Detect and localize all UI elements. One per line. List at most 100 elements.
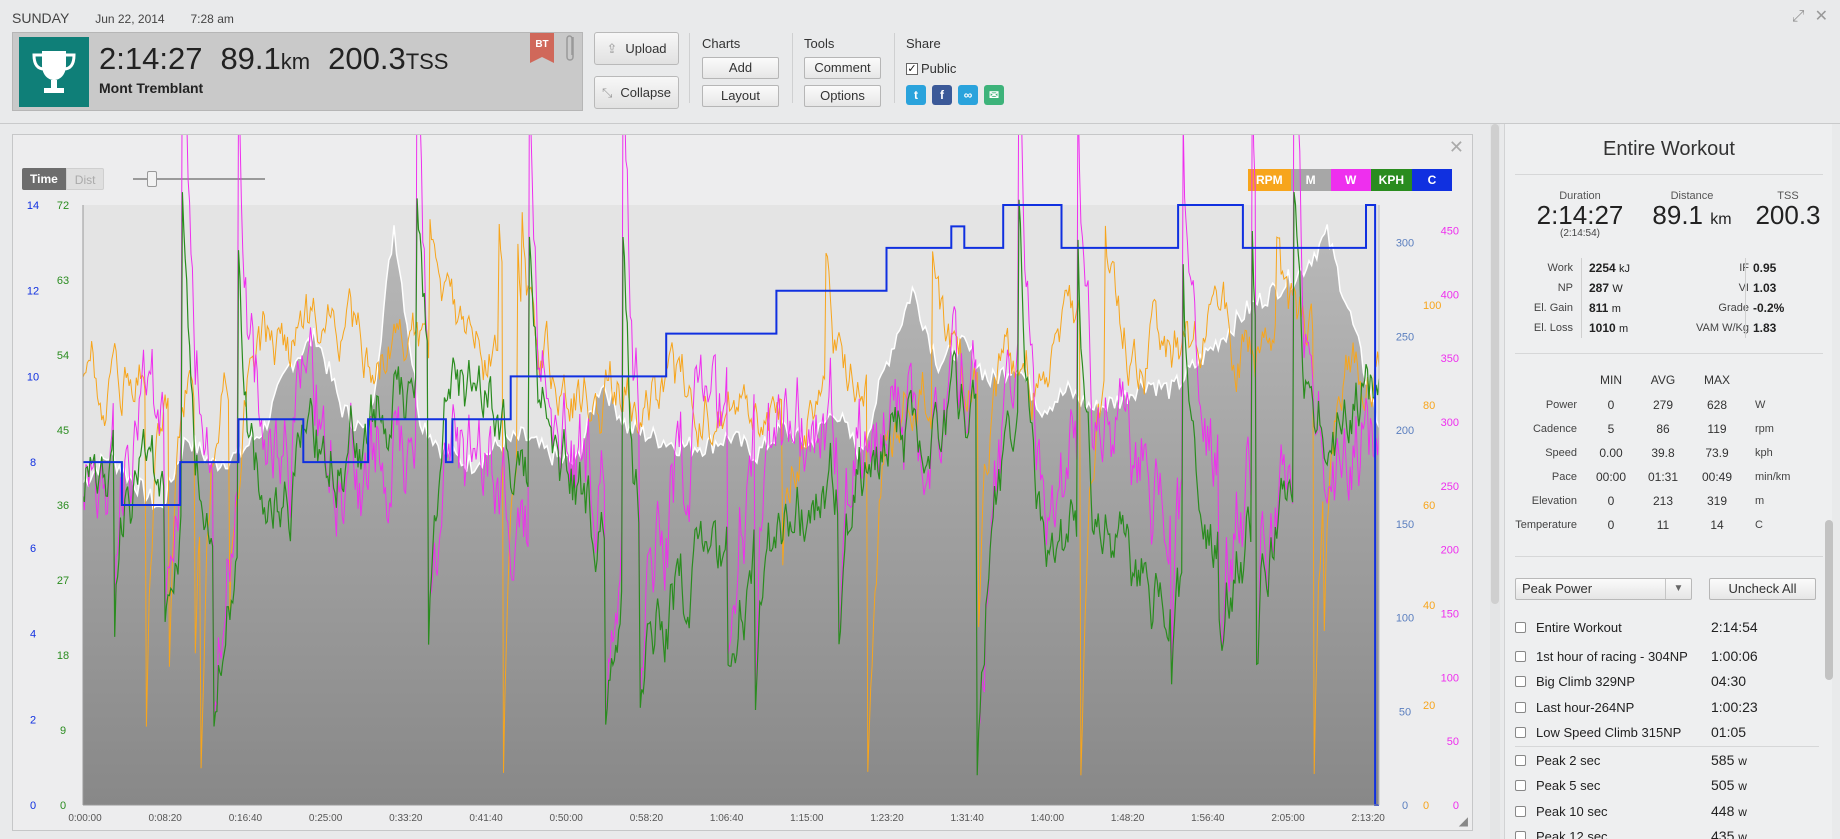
- add-chart-button[interactable]: Add: [702, 57, 779, 79]
- public-checkbox[interactable]: ✓ Public: [906, 61, 957, 76]
- peak-checkbox[interactable]: [1515, 702, 1526, 713]
- peak-value: 585 w: [1711, 752, 1747, 768]
- elevation_m-tick: 150: [1396, 519, 1414, 531]
- chart-scrollbar-thumb[interactable]: [1491, 124, 1499, 604]
- toggle-time[interactable]: Time: [22, 168, 66, 190]
- peak-label: Low Speed Climb 315NP: [1536, 725, 1682, 740]
- zoom-slider-handle[interactable]: [147, 171, 157, 187]
- metric-value: 0.95: [1745, 258, 1776, 278]
- cadence_rpm-tick: 40: [1423, 600, 1435, 612]
- metric-value: 1010 m: [1581, 318, 1628, 338]
- uncheck-all-button[interactable]: Uncheck All: [1709, 578, 1816, 600]
- peak-checkbox[interactable]: [1515, 727, 1526, 738]
- legend-w[interactable]: W: [1330, 169, 1371, 191]
- stats-scrollbar[interactable]: [1825, 520, 1833, 680]
- peak-row[interactable]: Entire Workout 2:14:54: [1515, 616, 1819, 640]
- x-tick: 1:31:40: [951, 813, 985, 824]
- workout-chart-panel: ✕ Time Dist RPM M W KPH C 14 12 10 8 6 4 2 0 72 63 54 4…: [12, 134, 1473, 831]
- x-tick: 0:33:20: [389, 813, 423, 824]
- peak-row[interactable]: Peak 12 sec 435 w: [1515, 825, 1819, 839]
- peak-checkbox[interactable]: [1515, 806, 1526, 817]
- options-button[interactable]: Options: [804, 85, 881, 107]
- cadence_rpm-tick: 0: [1423, 800, 1429, 812]
- peak-checkbox[interactable]: [1515, 831, 1526, 839]
- toggle-dist[interactable]: Dist: [65, 168, 105, 190]
- time-dist-toggle: Time Dist: [22, 168, 105, 190]
- divider: [1515, 556, 1823, 557]
- legend-rpm[interactable]: RPM: [1248, 169, 1291, 191]
- bt-badge[interactable]: BT: [530, 33, 554, 63]
- chart-scrollbar[interactable]: [1490, 124, 1500, 839]
- workout-chart[interactable]: 1412108642072635445362718903002502001501…: [13, 135, 1474, 832]
- x-tick: 0:16:40: [229, 813, 263, 824]
- temperature_c-tick: 14: [27, 200, 39, 212]
- table-unit: rpm: [1755, 423, 1774, 435]
- trophy-icon: [19, 37, 89, 107]
- power_w-tick: 50: [1447, 736, 1459, 748]
- expand-icon[interactable]: ⤢: [1791, 8, 1805, 25]
- x-tick: 2:05:00: [1271, 813, 1305, 824]
- table-cell: 00:00: [1595, 470, 1627, 484]
- zoom-slider-track[interactable]: [133, 178, 265, 180]
- link-icon[interactable]: ∞: [958, 85, 978, 105]
- legend-c[interactable]: C: [1412, 169, 1453, 191]
- workout-day: SUNDAY: [12, 10, 70, 26]
- table-cell: 0.00: [1599, 446, 1623, 460]
- summary-metrics: 2:14:27 89.1km 200.3TSS: [99, 41, 448, 77]
- table-cell: 0: [1607, 494, 1615, 508]
- x-tick: 1:15:00: [790, 813, 824, 824]
- stats-title: Entire Workout: [1603, 138, 1735, 160]
- collapse-icon: ⤡: [602, 84, 613, 100]
- elevation_m-tick: 50: [1399, 706, 1411, 718]
- power-line: [82, 135, 1380, 774]
- facebook-icon[interactable]: f: [932, 85, 952, 105]
- twitter-icon[interactable]: t: [906, 85, 926, 105]
- peak-row[interactable]: Big Climb 329NP 04:30: [1515, 670, 1819, 694]
- chart-close-icon[interactable]: ✕: [1448, 137, 1464, 157]
- peak-row[interactable]: Low Speed Climb 315NP 01:05: [1515, 721, 1819, 747]
- legend-kph[interactable]: KPH: [1370, 169, 1413, 191]
- power_w-tick: 350: [1441, 353, 1459, 365]
- workout-stats-panel: Entire Workout Duration 2:14:27 (2:14:54…: [1504, 124, 1832, 839]
- paperclip-icon[interactable]: [563, 33, 577, 63]
- divider: [689, 33, 690, 103]
- peak-row[interactable]: Peak 5 sec 505 w: [1515, 774, 1819, 798]
- metric-label: VI: [1738, 282, 1749, 294]
- peak-type-select[interactable]: Peak Power ▼: [1515, 578, 1692, 600]
- metric-value: -0.2%: [1745, 298, 1784, 318]
- layout-button[interactable]: Layout: [702, 85, 779, 107]
- collapse-button[interactable]: ⤡ Collapse: [594, 76, 679, 109]
- peak-checkbox[interactable]: [1515, 755, 1526, 766]
- peak-checkbox[interactable]: [1515, 676, 1526, 687]
- metric-value: 1.03: [1745, 278, 1776, 298]
- peak-checkbox[interactable]: [1515, 780, 1526, 791]
- close-icon[interactable]: ✕: [1814, 8, 1828, 25]
- table-header: MIN: [1600, 373, 1622, 387]
- chevron-down-icon: ▼: [1665, 579, 1691, 599]
- comment-button[interactable]: Comment: [804, 57, 881, 79]
- resize-grip-icon[interactable]: ◢: [1458, 814, 1468, 828]
- temperature_c-tick: 0: [30, 800, 36, 812]
- power_w-tick: 300: [1441, 417, 1459, 429]
- temperature-line: [83, 204, 1379, 806]
- divider: [792, 33, 793, 103]
- stat-tss: TSS 200.3: [1755, 190, 1821, 230]
- upload-button[interactable]: ⇪ Upload: [594, 32, 679, 65]
- power_w-tick: 200: [1441, 545, 1459, 557]
- peak-row[interactable]: 1st hour of racing - 304NP 1:00:06: [1515, 645, 1819, 669]
- divider: [1515, 174, 1823, 175]
- metric-value: 2254 kJ: [1581, 258, 1630, 278]
- speed_kph-tick: 54: [57, 350, 69, 362]
- x-tick: 1:56:40: [1191, 813, 1225, 824]
- elevation_m-tick: 300: [1396, 238, 1414, 250]
- peak-checkbox[interactable]: [1515, 651, 1526, 662]
- peak-row[interactable]: Last hour-264NP 1:00:23: [1515, 696, 1819, 720]
- table-unit: min/km: [1755, 471, 1791, 483]
- peak-row[interactable]: Peak 2 sec 585 w: [1515, 749, 1819, 773]
- peak-row[interactable]: Peak 10 sec 448 w: [1515, 800, 1819, 824]
- peak-checkbox[interactable]: [1515, 622, 1526, 633]
- email-icon[interactable]: ✉: [984, 85, 1004, 105]
- speed_kph-tick: 63: [57, 275, 69, 287]
- table-unit: kph: [1755, 447, 1773, 459]
- peak-label: Last hour-264NP: [1536, 700, 1635, 715]
